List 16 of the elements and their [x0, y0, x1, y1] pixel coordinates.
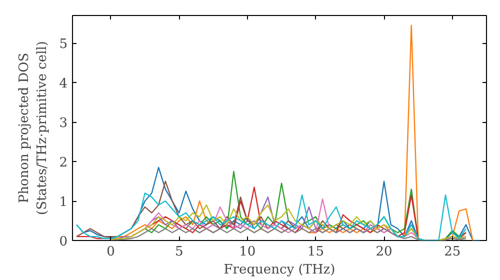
line-series	[110, 204, 467, 240]
x-tick-label: 0	[106, 244, 115, 260]
y-axis-title: Phonon projected DOS (States/THz·primitive cell)	[17, 40, 50, 215]
y-tick-label: 2	[59, 156, 68, 171]
line-series	[110, 228, 467, 240]
y-tick-label: 4	[59, 76, 68, 92]
y-tick-label: 3	[59, 116, 68, 132]
x-tick-label: 5	[174, 244, 184, 260]
y-tick-label: 0	[59, 234, 68, 250]
y-tick-label: 1	[59, 195, 68, 210]
x-tick-label: 10	[239, 244, 256, 260]
y-tick-label: 5	[59, 37, 68, 52]
x-tick-label: 20	[376, 244, 392, 260]
x-tick-label: 15	[307, 244, 324, 260]
x-axis-title: Frequency (THz)	[224, 262, 336, 278]
x-tick-label: 25	[444, 244, 461, 260]
